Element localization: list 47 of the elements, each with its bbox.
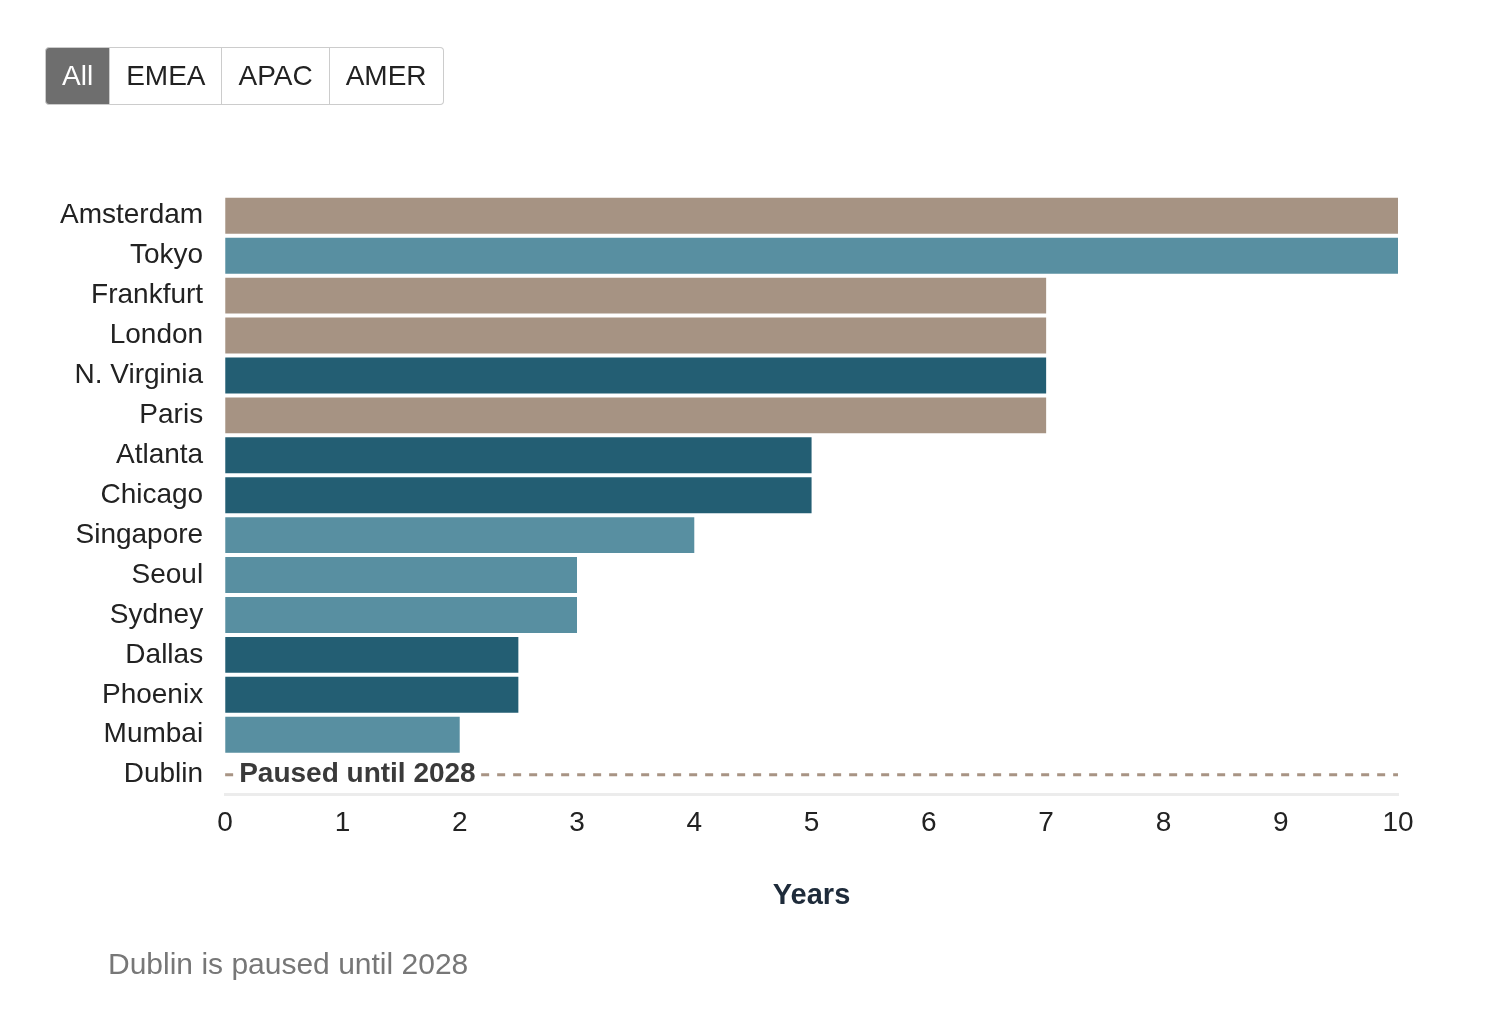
x-axis-title: Years (772, 877, 851, 910)
y-tick-label: Mumbai (103, 717, 204, 749)
bar (225, 716, 460, 753)
y-tick-label: Dublin (123, 757, 204, 789)
bar (225, 597, 577, 633)
text: Dublin is paused until 2028 (108, 947, 470, 981)
y-tick-label: Paris (139, 398, 204, 430)
text: APAC (222, 47, 330, 105)
y-tick-label: Sydney (109, 597, 204, 629)
x-tick-label: 1 (334, 806, 351, 838)
y-tick-label: Atlanta (115, 438, 204, 469)
y-tick-label: Tokyo (129, 238, 204, 270)
y-tick-label: Amsterdam (59, 198, 204, 230)
x-tick-label: 9 (1272, 806, 1289, 838)
y-tick-label: Chicago (100, 477, 204, 509)
bar (225, 636, 519, 673)
x-tick-label: 2 (451, 806, 468, 838)
bar (225, 557, 577, 593)
bar (225, 517, 695, 554)
text: EMEA (110, 47, 223, 105)
x-tick-label: 7 (1038, 806, 1054, 838)
x-tick-label: 3 (569, 806, 585, 838)
text: AMER (329, 47, 444, 105)
bar (225, 676, 519, 713)
x-tick-label: 5 (803, 806, 820, 838)
bar (225, 317, 1047, 354)
x-tick-label: 8 (1155, 806, 1172, 838)
x-tick-label: 4 (686, 806, 703, 838)
bar (225, 437, 812, 474)
bar (225, 397, 1047, 434)
bar (225, 477, 812, 514)
bar (225, 197, 1398, 234)
y-tick-label: Singapore (75, 517, 204, 549)
y-tick-label: Frankfurt (91, 278, 204, 310)
y-tick-label: Seoul (131, 557, 204, 589)
x-tick-label: 10 (1382, 806, 1414, 838)
x-tick-label: 6 (921, 806, 937, 838)
ref-line-label: Paused until 2028 (239, 757, 476, 789)
bar (225, 237, 1398, 274)
y-tick-label: N. Virginia (74, 358, 204, 390)
y-tick-label: Dallas (125, 637, 204, 669)
bar (225, 277, 1047, 314)
x-tick-label: 0 (217, 806, 233, 838)
y-tick-label: London (109, 318, 204, 350)
text: All (45, 47, 111, 105)
y-tick-label: Phoenix (101, 677, 204, 709)
bar (225, 357, 1047, 394)
